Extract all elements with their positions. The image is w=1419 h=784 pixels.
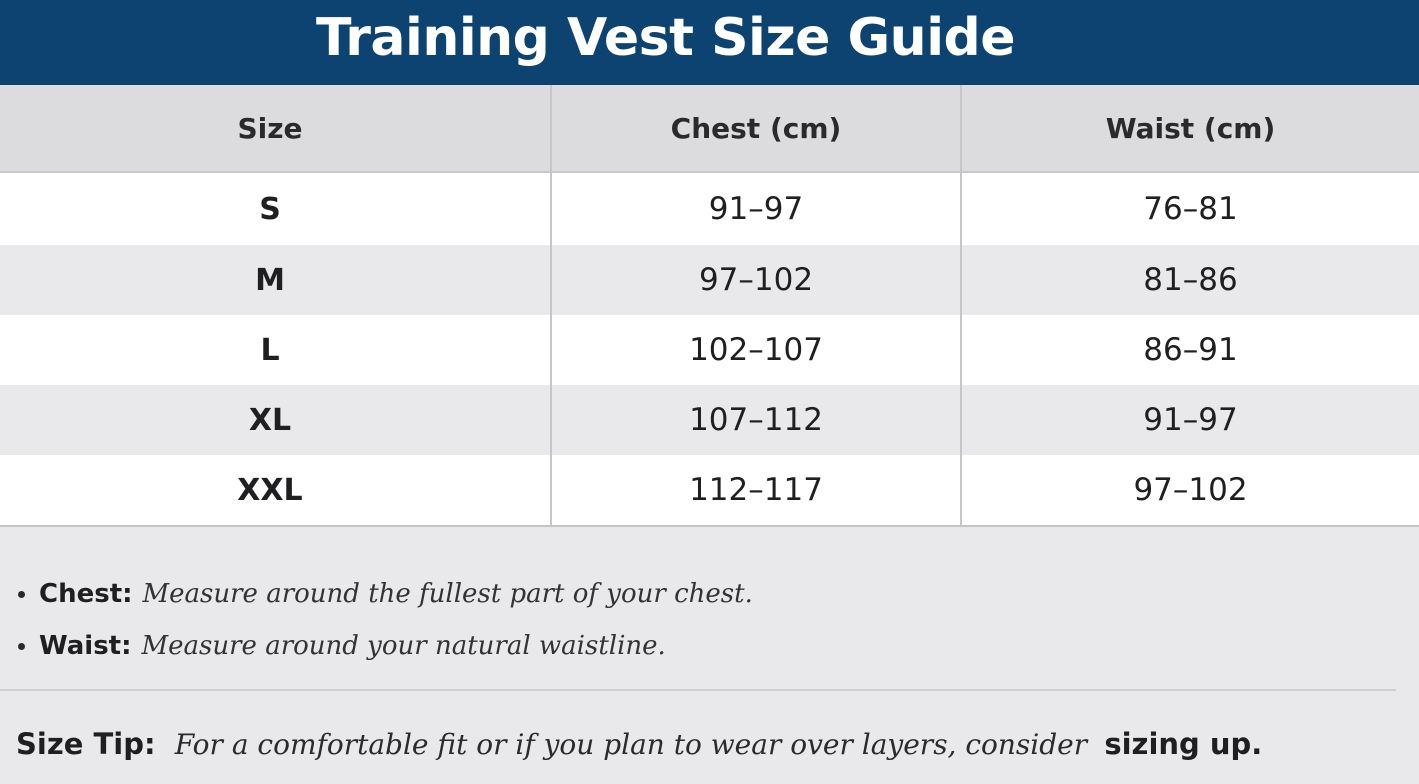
size-table: Size Chest (cm) Waist (cm) S 91–97 76–81… xyxy=(0,85,1419,527)
page-title: Training Vest Size Guide xyxy=(316,8,1016,68)
section-divider xyxy=(0,689,1396,691)
note-chest: Chest: Measure around the fullest part o… xyxy=(18,568,753,620)
note-text: Measure around the fullest part of your … xyxy=(142,579,753,609)
chest-cell: 107–112 xyxy=(550,385,960,455)
chest-value: 91–97 xyxy=(708,191,804,227)
table-row: XL 107–112 91–97 xyxy=(0,385,1419,455)
waist-value: 97–102 xyxy=(1133,472,1248,508)
chest-value: 107–112 xyxy=(689,402,823,438)
waist-cell: 81–86 xyxy=(960,245,1419,315)
note-text: Measure around your natural waistline. xyxy=(141,631,666,661)
tip-label: Size Tip: xyxy=(16,727,156,761)
header-cell-chest: Chest (cm) xyxy=(550,85,960,171)
waist-value: 81–86 xyxy=(1143,262,1238,298)
size-value: L xyxy=(260,332,280,368)
header-cell-waist: Waist (cm) xyxy=(960,85,1419,171)
waist-cell: 76–81 xyxy=(960,173,1419,245)
note-term: Waist: xyxy=(39,631,132,661)
chest-cell: 112–117 xyxy=(550,455,960,525)
table-row: XXL 112–117 97–102 xyxy=(0,455,1419,525)
tip-emphasis: sizing up. xyxy=(1104,727,1263,761)
header-label-chest: Chest (cm) xyxy=(670,111,842,145)
size-tip: Size Tip: For a comfortable fit or if yo… xyxy=(16,727,1262,761)
size-cell: XL xyxy=(0,385,550,455)
chest-value: 112–117 xyxy=(689,472,823,508)
waist-value: 76–81 xyxy=(1143,191,1238,227)
size-value: XL xyxy=(248,402,292,438)
chest-cell: 97–102 xyxy=(550,245,960,315)
size-cell: M xyxy=(0,245,550,315)
table-header-row: Size Chest (cm) Waist (cm) xyxy=(0,85,1419,173)
note-term: Chest: xyxy=(39,579,133,609)
table-row: S 91–97 76–81 xyxy=(0,173,1419,245)
size-cell: XXL xyxy=(0,455,550,525)
table-row: M 97–102 81–86 xyxy=(0,245,1419,315)
size-value: M xyxy=(255,262,285,298)
bullet-icon xyxy=(18,590,25,598)
chest-value: 102–107 xyxy=(689,332,823,368)
chest-cell: 102–107 xyxy=(550,315,960,385)
waist-value: 86–91 xyxy=(1143,332,1238,368)
waist-cell: 86–91 xyxy=(960,315,1419,385)
size-value: S xyxy=(259,191,281,227)
waist-cell: 97–102 xyxy=(960,455,1419,525)
header-bar: Training Vest Size Guide xyxy=(0,0,1419,85)
header-cell-size: Size xyxy=(0,85,550,171)
size-cell: L xyxy=(0,315,550,385)
waist-cell: 91–97 xyxy=(960,385,1419,455)
size-cell: S xyxy=(0,173,550,245)
bullet-icon xyxy=(18,642,25,650)
note-waist: Waist: Measure around your natural waist… xyxy=(18,620,753,672)
tip-text: For a comfortable fit or if you plan to … xyxy=(174,728,1088,761)
waist-value: 91–97 xyxy=(1143,402,1238,438)
header-label-size: Size xyxy=(237,111,303,145)
chest-cell: 91–97 xyxy=(550,173,960,245)
measurement-notes: Chest: Measure around the fullest part o… xyxy=(18,568,753,672)
chest-value: 97–102 xyxy=(698,262,814,298)
table-row: L 102–107 86–91 xyxy=(0,315,1419,385)
header-label-waist: Waist (cm) xyxy=(1105,111,1276,145)
size-value: XXL xyxy=(237,472,303,508)
